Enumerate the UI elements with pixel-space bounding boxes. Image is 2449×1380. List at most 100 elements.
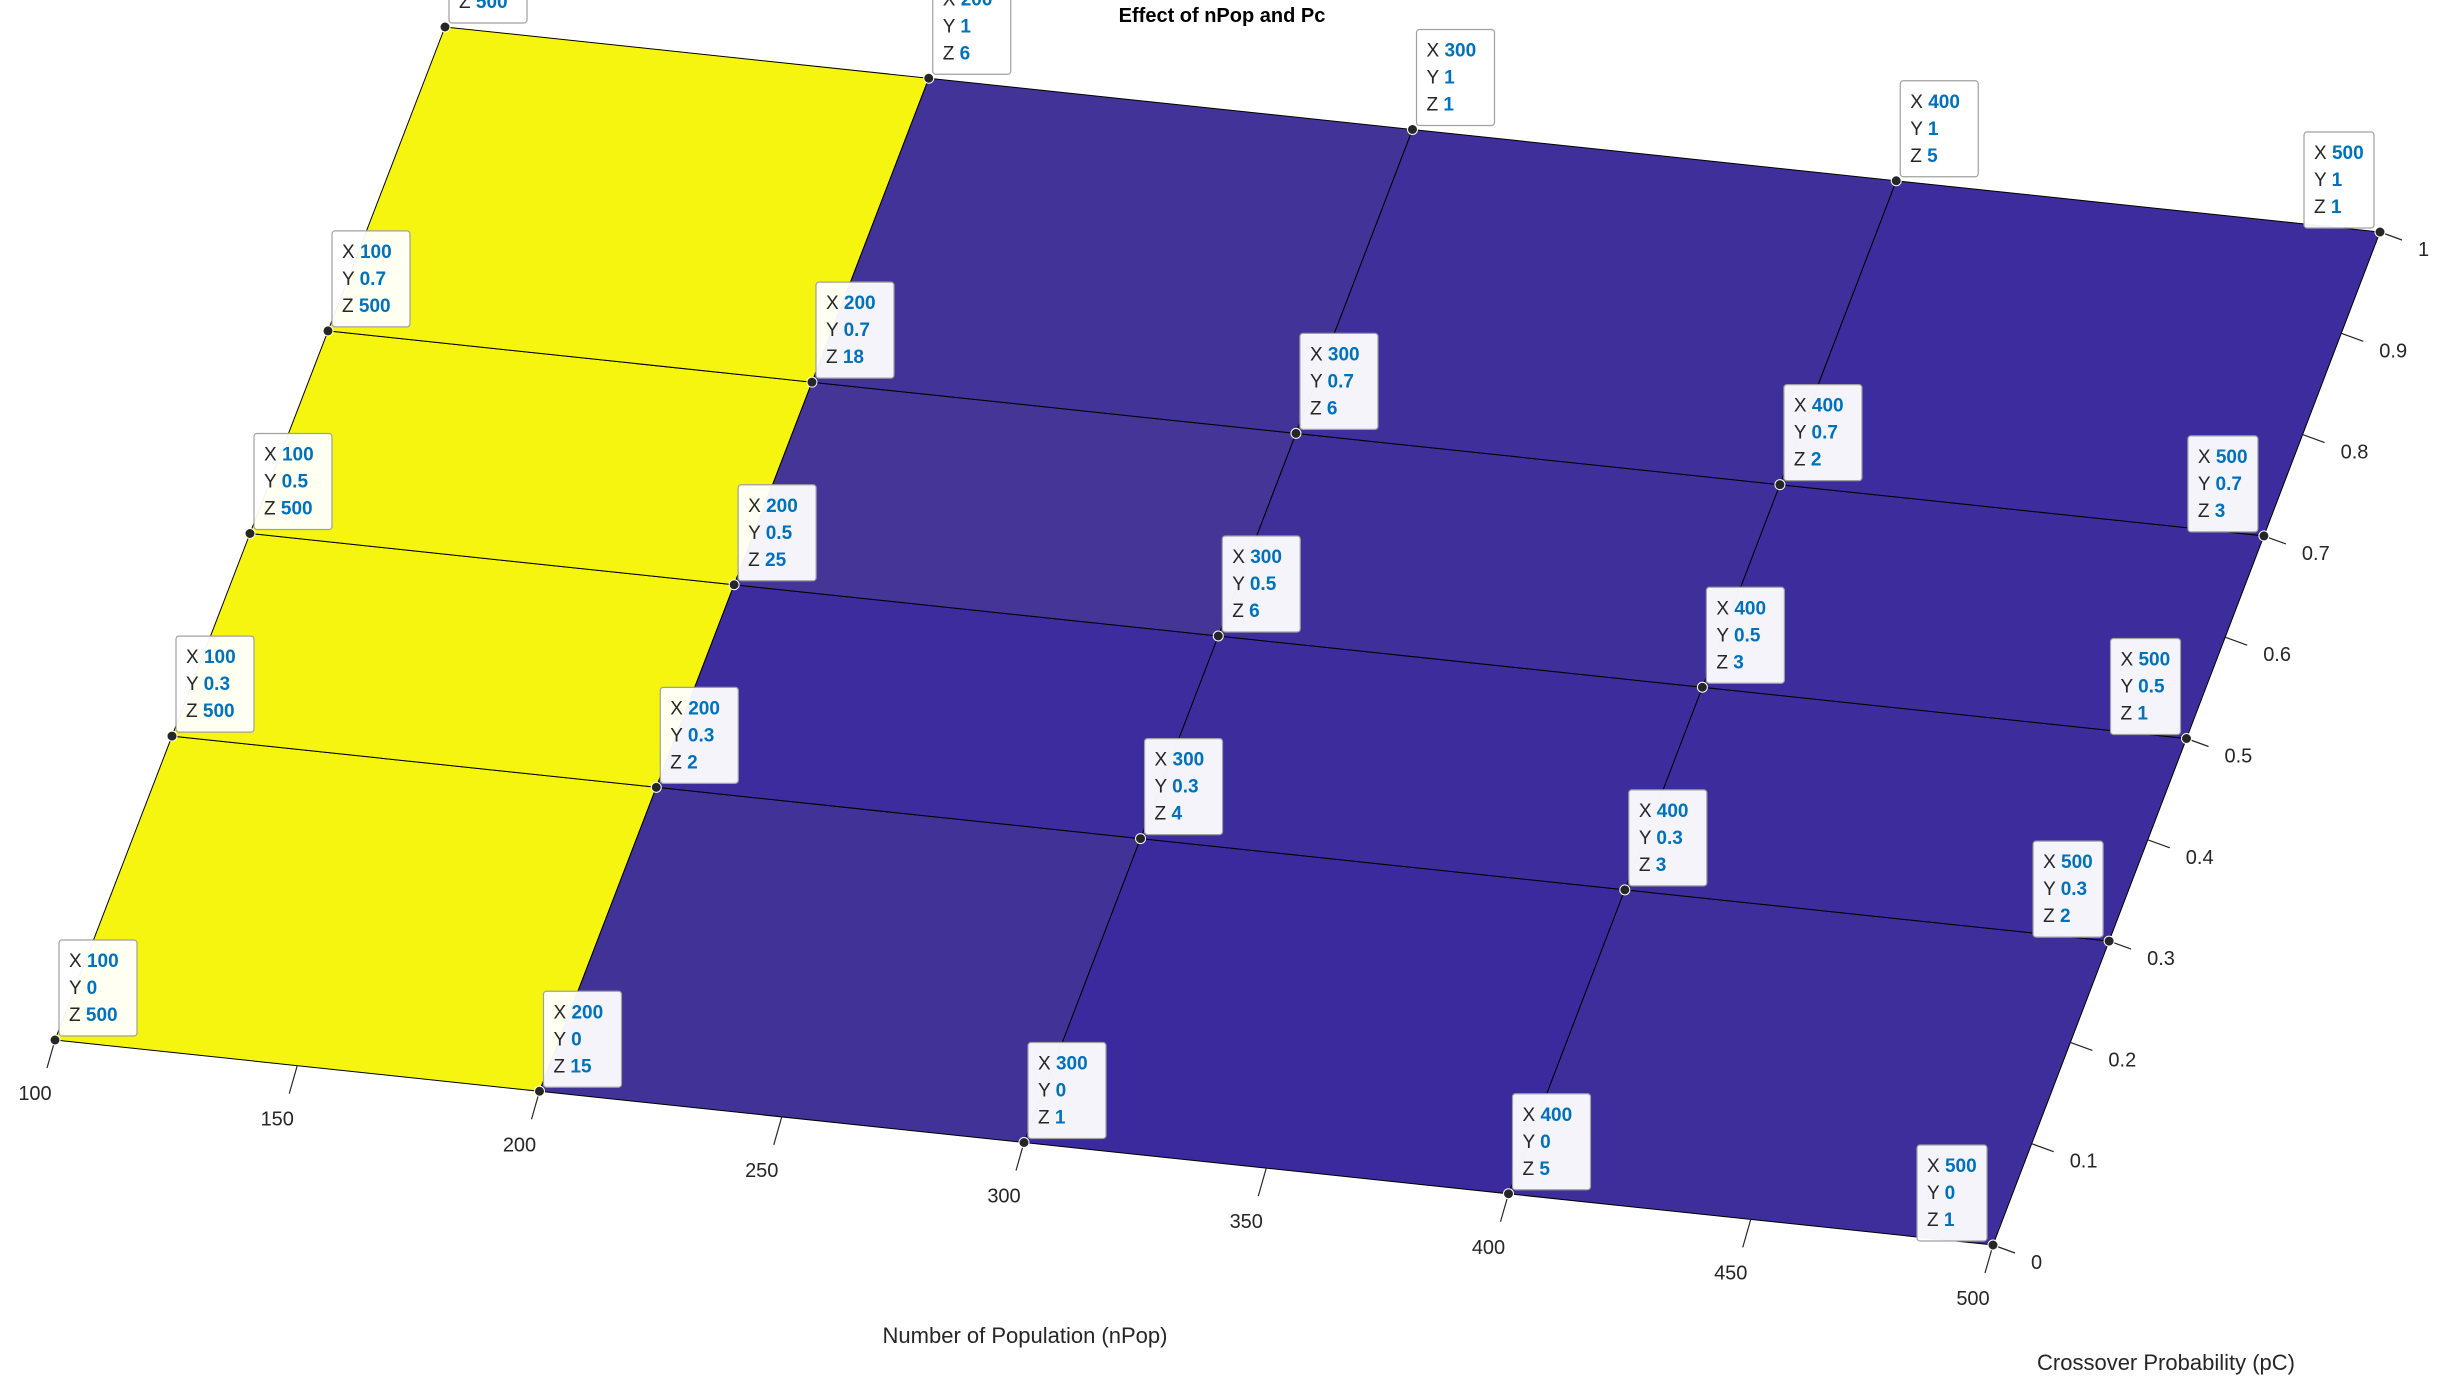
data-tip-row: Z 500 (186, 701, 235, 722)
data-tip-key: Y (186, 674, 204, 695)
data-tip-value: 1 (1443, 95, 1454, 116)
data-point[interactable] (806, 376, 818, 388)
data-tip-row: X 300 (1038, 1054, 1088, 1075)
data-tip-row: Z 500 (264, 499, 313, 520)
y-tick (2341, 332, 2364, 342)
data-tip-row: Y 0.7 (826, 320, 870, 341)
data-point[interactable] (1018, 1137, 1030, 1148)
data-point[interactable] (1212, 630, 1224, 642)
data-tip-value: 1 (1944, 1210, 1955, 1231)
data-point[interactable] (166, 730, 178, 742)
data-point[interactable] (322, 325, 334, 337)
data-point[interactable] (1135, 833, 1147, 845)
data-tip-value: 2 (1811, 450, 1822, 471)
data-tip-row: Z 15 (554, 1056, 592, 1077)
y-tick (2302, 434, 2325, 444)
data-tip-key: X (69, 951, 87, 972)
data-point[interactable] (534, 1085, 545, 1097)
data-tip-row: Z 2 (670, 752, 697, 773)
data-point[interactable] (1987, 1239, 1999, 1251)
data-point[interactable] (49, 1034, 61, 1046)
data-tip-key: X (670, 698, 688, 719)
data-tip-row: Y 1 (1910, 119, 1939, 140)
data-tip-row: Y 0.3 (670, 725, 714, 746)
data-tip-key: X (1310, 344, 1328, 365)
chart-title: Effect of nPop and Pc (1119, 5, 1326, 27)
data-tip-key: Z (264, 499, 281, 520)
data-point[interactable] (2181, 733, 2192, 744)
data-point[interactable] (650, 781, 662, 793)
data-tip-row: Z 6 (1232, 601, 1259, 622)
data-tip-value: 400 (1540, 1105, 1572, 1126)
data-tip-row: X 100 (69, 951, 119, 972)
data-tip-box (1511, 1093, 1592, 1191)
data-point[interactable] (1290, 427, 1302, 439)
data-tip-row: X 100 (342, 242, 392, 263)
data-tip-row: X 200 (554, 1002, 604, 1023)
data-point[interactable] (728, 579, 740, 591)
data-tip-value: 200 (571, 1002, 603, 1023)
data-point[interactable] (2103, 935, 2115, 947)
data-tip-key: X (554, 1002, 572, 1023)
data-tip-key: Y (826, 320, 844, 341)
data-tip-value: 500 (2332, 143, 2364, 164)
data-point[interactable] (1696, 681, 1708, 693)
data-tip-value: 0.5 (282, 472, 309, 493)
y-tick (2070, 1041, 2093, 1051)
data-point[interactable] (1774, 479, 1786, 491)
data-tip-row: Z 25 (748, 550, 786, 571)
y-tick-label: 0.3 (2147, 948, 2175, 970)
x-tick-label: 300 (987, 1186, 1020, 1208)
data-tip-value: 1 (1928, 119, 1939, 140)
data-tip-value: 0.5 (1734, 625, 1761, 646)
data-tip-value: 3 (1733, 652, 1744, 673)
y-tick (2224, 636, 2248, 646)
data-point[interactable] (923, 72, 935, 84)
y-tick-label: 0.2 (2108, 1049, 2136, 1071)
data-tip-key: X (2314, 143, 2332, 164)
data-tip-value: 500 (2216, 447, 2248, 468)
data-point[interactable] (2374, 226, 2386, 238)
data-point[interactable] (1619, 884, 1631, 896)
x-axis-label: Number of Population (nPop) (883, 1323, 1168, 1348)
data-point[interactable] (1407, 124, 1418, 135)
data-tip-key: Y (670, 725, 688, 746)
surface-faces (54, 26, 2381, 1246)
data-tip-value: 300 (1056, 1054, 1088, 1075)
data-point[interactable] (244, 528, 256, 539)
x-tick-label: 450 (1714, 1262, 1747, 1284)
data-point[interactable] (2258, 530, 2270, 542)
x-tick (773, 1116, 783, 1146)
data-tip-value: 0.3 (204, 674, 230, 695)
data-point[interactable] (439, 21, 451, 33)
data-point[interactable] (1890, 175, 1902, 187)
data-point[interactable] (1503, 1188, 1514, 1200)
data-tip-value: 6 (1327, 398, 1338, 419)
